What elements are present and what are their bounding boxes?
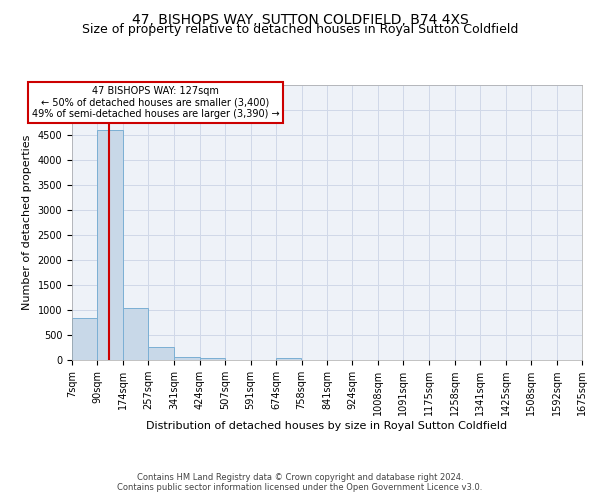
- Text: Contains HM Land Registry data © Crown copyright and database right 2024.: Contains HM Land Registry data © Crown c…: [137, 473, 463, 482]
- Bar: [148, 346, 174, 360]
- Text: Size of property relative to detached houses in Royal Sutton Coldfield: Size of property relative to detached ho…: [82, 22, 518, 36]
- Bar: [276, 358, 301, 360]
- X-axis label: Distribution of detached houses by size in Royal Sutton Coldfield: Distribution of detached houses by size …: [146, 421, 508, 431]
- Bar: [199, 358, 225, 360]
- Y-axis label: Number of detached properties: Number of detached properties: [22, 135, 32, 310]
- Text: 47 BISHOPS WAY: 127sqm
← 50% of detached houses are smaller (3,400)
49% of semi-: 47 BISHOPS WAY: 127sqm ← 50% of detached…: [32, 86, 279, 119]
- Bar: [97, 130, 123, 360]
- Bar: [123, 308, 148, 360]
- Text: Contains public sector information licensed under the Open Government Licence v3: Contains public sector information licen…: [118, 483, 482, 492]
- Text: 47, BISHOPS WAY, SUTTON COLDFIELD, B74 4XS: 47, BISHOPS WAY, SUTTON COLDFIELD, B74 4…: [131, 12, 469, 26]
- Bar: [72, 318, 97, 360]
- Bar: [174, 357, 199, 360]
